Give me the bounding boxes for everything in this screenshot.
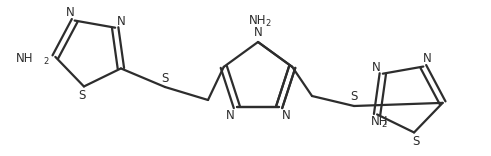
Text: NH: NH bbox=[16, 52, 33, 65]
Text: 2: 2 bbox=[265, 19, 270, 27]
Text: 2: 2 bbox=[382, 119, 387, 129]
Text: S: S bbox=[79, 89, 86, 102]
Text: NH: NH bbox=[249, 14, 267, 27]
Text: N: N bbox=[423, 52, 432, 65]
Text: N: N bbox=[225, 109, 234, 122]
Text: NH: NH bbox=[371, 115, 388, 127]
Text: S: S bbox=[162, 71, 169, 85]
Text: N: N bbox=[117, 15, 126, 28]
Text: N: N bbox=[254, 25, 262, 39]
Text: S: S bbox=[412, 135, 419, 148]
Text: N: N bbox=[282, 109, 290, 122]
Text: N: N bbox=[372, 61, 381, 74]
Text: S: S bbox=[350, 90, 357, 103]
Text: N: N bbox=[66, 6, 75, 19]
Text: 2: 2 bbox=[44, 57, 49, 66]
